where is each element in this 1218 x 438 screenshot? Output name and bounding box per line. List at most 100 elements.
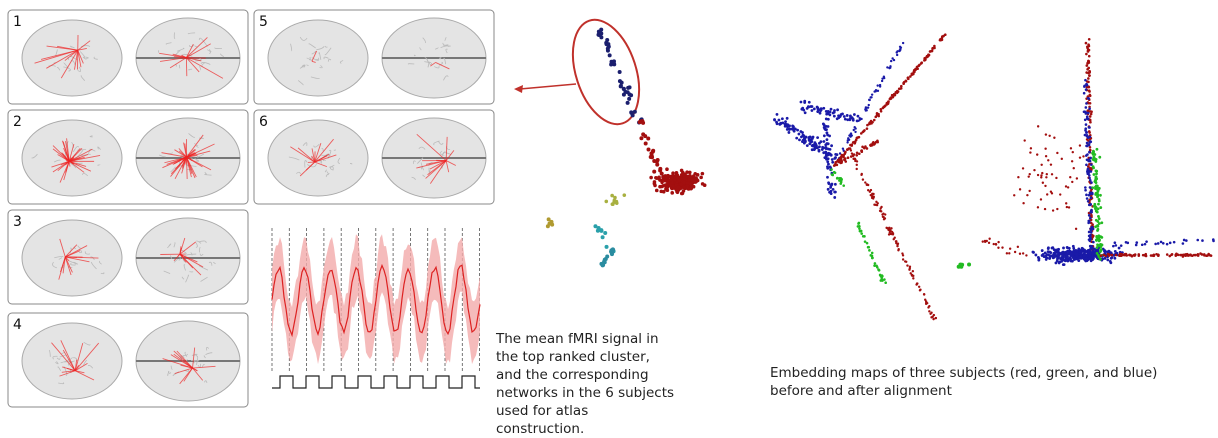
embedding-point bbox=[1099, 206, 1102, 209]
embedding-point bbox=[626, 101, 630, 105]
embedding-point bbox=[836, 108, 839, 111]
embedding-point bbox=[1069, 176, 1071, 178]
embedding-point bbox=[1022, 202, 1024, 204]
embedding-point bbox=[1026, 194, 1028, 196]
embedding-point bbox=[1089, 146, 1092, 149]
embedding-point bbox=[1175, 253, 1178, 256]
embedding-point bbox=[855, 154, 858, 157]
embedding-point bbox=[1098, 222, 1101, 225]
embedding-point bbox=[1066, 255, 1069, 258]
embedding-point bbox=[651, 149, 655, 153]
embedding-point bbox=[1058, 252, 1061, 255]
embedding-point bbox=[874, 262, 877, 265]
embedding-point bbox=[791, 125, 794, 128]
embedding-point bbox=[1089, 217, 1092, 220]
embedding-point bbox=[831, 158, 834, 161]
embedding-point bbox=[868, 104, 870, 106]
embedding-point bbox=[1075, 228, 1077, 230]
embedding-point bbox=[896, 244, 898, 246]
embedding-point bbox=[873, 119, 876, 122]
embedding-point bbox=[817, 108, 820, 111]
embedding-point bbox=[1108, 254, 1111, 257]
embedding-point bbox=[1091, 186, 1094, 189]
embedding-point bbox=[1044, 208, 1046, 210]
embedding-point bbox=[859, 230, 862, 233]
embedding-point bbox=[1082, 155, 1084, 157]
embedding-point bbox=[1170, 254, 1173, 257]
embedding-point bbox=[808, 101, 811, 104]
embedding-point bbox=[889, 229, 891, 231]
embedding-point bbox=[806, 144, 809, 147]
embedding-point bbox=[1013, 194, 1015, 196]
embedding-point bbox=[1040, 198, 1042, 200]
embedding-point bbox=[935, 317, 937, 319]
embedding-point bbox=[867, 246, 870, 249]
embedding-point bbox=[652, 170, 656, 174]
embedding-point bbox=[655, 189, 659, 193]
embedding-point bbox=[598, 31, 602, 35]
embedding-point bbox=[833, 164, 836, 167]
embedding-point bbox=[919, 289, 921, 291]
embedding-point bbox=[850, 149, 852, 151]
embedding-point bbox=[658, 178, 662, 182]
embedding-point bbox=[1135, 244, 1138, 247]
embedding-point bbox=[1212, 238, 1215, 241]
embedding-point bbox=[1047, 159, 1049, 161]
embedding-point bbox=[1045, 155, 1047, 157]
embedding-point bbox=[1160, 241, 1163, 244]
embedding-point bbox=[1157, 242, 1160, 245]
embedding-point bbox=[1101, 244, 1104, 247]
embedding-point bbox=[827, 118, 830, 121]
embedding-point bbox=[822, 151, 825, 154]
embedding-point bbox=[866, 127, 869, 130]
embedding-point bbox=[1096, 246, 1099, 249]
embedding-point bbox=[1072, 255, 1075, 258]
embedding-point bbox=[1047, 250, 1050, 253]
embedding-point bbox=[1056, 152, 1058, 154]
embedding-point bbox=[656, 158, 660, 162]
embedding-point bbox=[848, 118, 851, 121]
embedding-point bbox=[1194, 254, 1197, 257]
embedding-point bbox=[1187, 254, 1190, 257]
embedding-point bbox=[1086, 153, 1089, 156]
embedding-point bbox=[867, 189, 869, 191]
embedding-point bbox=[967, 263, 971, 267]
embedding-point bbox=[622, 87, 626, 91]
embedding-point bbox=[795, 137, 798, 140]
embedding-point bbox=[1118, 247, 1121, 250]
embedding-point bbox=[665, 167, 669, 171]
embedding-point bbox=[898, 248, 900, 250]
embedding-point bbox=[941, 35, 944, 38]
embedding-point bbox=[1037, 174, 1039, 176]
embedding-point bbox=[830, 144, 833, 147]
embedding-point bbox=[858, 227, 861, 230]
embedding-point bbox=[1088, 107, 1091, 110]
embedding-point bbox=[778, 119, 781, 122]
embedding-point bbox=[872, 141, 875, 144]
embedding-point bbox=[610, 252, 614, 256]
brain-side bbox=[22, 323, 122, 399]
embedding-point bbox=[1087, 61, 1090, 64]
embedding-point bbox=[995, 243, 997, 245]
embedding-point bbox=[1056, 208, 1058, 210]
embedding-point bbox=[1009, 248, 1011, 250]
embedding-point bbox=[1053, 248, 1056, 251]
embedding-point bbox=[855, 139, 858, 142]
embedding-point bbox=[1096, 252, 1099, 255]
embedding-point bbox=[1125, 254, 1128, 257]
embedding-point bbox=[929, 50, 932, 53]
embedding-point bbox=[1098, 198, 1101, 201]
embedding-point bbox=[926, 302, 928, 304]
embedding-point bbox=[1062, 263, 1065, 266]
embedding-point bbox=[1087, 168, 1090, 171]
embedding-point bbox=[824, 143, 827, 146]
embedding-point bbox=[984, 241, 986, 243]
embedding-point bbox=[1088, 151, 1091, 154]
embedding-point bbox=[830, 190, 833, 193]
embedding-point bbox=[830, 154, 833, 157]
embedding-point bbox=[1095, 170, 1098, 173]
embedding-point bbox=[1104, 257, 1107, 260]
embedding-point bbox=[784, 123, 787, 126]
embedding-point bbox=[1041, 249, 1044, 252]
embedding-point bbox=[1100, 254, 1103, 257]
